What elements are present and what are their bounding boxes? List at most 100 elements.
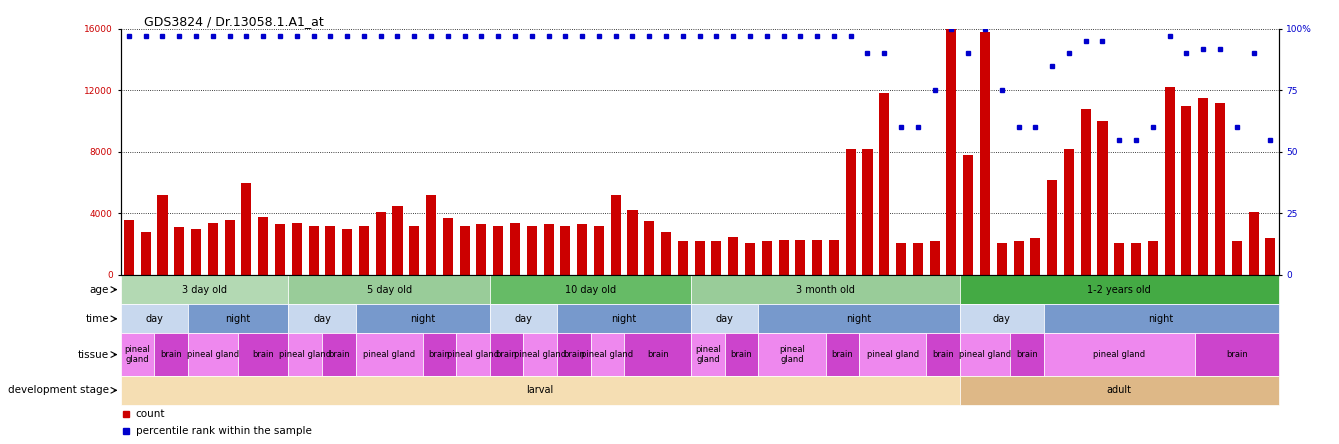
Bar <box>1030 238 1040 275</box>
Text: time: time <box>86 314 108 324</box>
Bar <box>477 224 486 275</box>
Bar <box>410 226 419 275</box>
Bar <box>1098 121 1107 275</box>
Bar <box>595 226 604 275</box>
Bar <box>125 220 134 275</box>
Bar <box>1248 212 1259 275</box>
Bar <box>241 182 252 275</box>
Bar <box>288 333 321 376</box>
Text: day: day <box>716 314 734 324</box>
Bar <box>392 206 403 275</box>
Text: night: night <box>225 314 250 324</box>
Text: night: night <box>612 314 637 324</box>
Text: pineal gland: pineal gland <box>581 350 633 359</box>
Bar <box>913 243 923 275</box>
Bar <box>778 240 789 275</box>
Bar <box>896 243 907 275</box>
Bar <box>1198 98 1208 275</box>
Text: tissue: tissue <box>78 349 108 360</box>
Bar <box>947 29 956 275</box>
Text: GDS3824 / Dr.13058.1.A1_at: GDS3824 / Dr.13058.1.A1_at <box>143 15 324 28</box>
Bar <box>288 304 356 333</box>
Bar <box>187 304 288 333</box>
Bar <box>1214 103 1225 275</box>
Bar <box>661 232 671 275</box>
Bar <box>1194 333 1279 376</box>
Bar <box>187 333 238 376</box>
Bar <box>811 240 822 275</box>
Bar <box>644 221 655 275</box>
Bar <box>191 229 201 275</box>
Bar <box>423 333 457 376</box>
Text: pineal
gland: pineal gland <box>125 345 150 364</box>
Text: brain: brain <box>428 350 450 359</box>
Text: pineal gland: pineal gland <box>1093 350 1145 359</box>
Bar <box>728 237 738 275</box>
Text: day: day <box>313 314 331 324</box>
Bar <box>208 223 218 275</box>
Text: brain: brain <box>647 350 668 359</box>
Bar <box>960 376 1279 405</box>
Bar <box>960 333 1010 376</box>
Bar <box>121 333 154 376</box>
Bar <box>860 333 927 376</box>
Text: adult: adult <box>1107 385 1131 395</box>
Bar <box>996 243 1007 275</box>
Text: brain: brain <box>495 350 517 359</box>
Bar <box>695 241 704 275</box>
Bar <box>443 218 453 275</box>
Bar <box>493 226 503 275</box>
Text: development stage: development stage <box>8 385 108 395</box>
Bar <box>1114 243 1125 275</box>
Bar <box>846 149 856 275</box>
Bar <box>577 224 588 275</box>
Text: 1-2 years old: 1-2 years old <box>1087 285 1152 294</box>
Bar <box>154 333 187 376</box>
Text: pineal gland: pineal gland <box>959 350 1011 359</box>
Bar <box>544 224 553 275</box>
Bar <box>308 226 319 275</box>
Bar <box>1181 106 1192 275</box>
Bar <box>960 275 1279 304</box>
Bar <box>758 333 826 376</box>
Bar <box>1148 241 1158 275</box>
Bar <box>1043 304 1279 333</box>
Bar <box>510 223 520 275</box>
Text: night: night <box>846 314 872 324</box>
Bar <box>880 94 889 275</box>
Text: 5 day old: 5 day old <box>367 285 411 294</box>
Bar <box>557 333 590 376</box>
Bar <box>121 304 187 333</box>
Text: night: night <box>410 314 435 324</box>
Bar <box>376 212 386 275</box>
Bar <box>1065 149 1074 275</box>
Text: pineal gland: pineal gland <box>279 350 331 359</box>
Text: 10 day old: 10 day old <box>565 285 616 294</box>
Bar <box>762 241 771 275</box>
Bar <box>1232 241 1241 275</box>
Bar <box>691 333 724 376</box>
Bar <box>341 229 352 275</box>
Bar <box>526 226 537 275</box>
Bar <box>929 241 940 275</box>
Bar <box>321 333 356 376</box>
Bar <box>490 304 557 333</box>
Text: count: count <box>135 408 165 419</box>
Text: brain: brain <box>252 350 274 359</box>
Text: pineal
gland: pineal gland <box>779 345 805 364</box>
Bar <box>1047 180 1058 275</box>
Bar <box>356 304 490 333</box>
Bar <box>560 226 570 275</box>
Bar <box>724 333 758 376</box>
Bar <box>292 223 301 275</box>
Text: percentile rank within the sample: percentile rank within the sample <box>135 426 312 436</box>
Text: 3 day old: 3 day old <box>182 285 226 294</box>
Bar <box>1081 109 1091 275</box>
Bar <box>829 240 840 275</box>
Bar <box>457 333 490 376</box>
Text: pineal gland: pineal gland <box>514 350 566 359</box>
Bar <box>691 304 758 333</box>
Bar <box>927 333 960 376</box>
Text: pineal gland: pineal gland <box>363 350 415 359</box>
Text: brain: brain <box>731 350 753 359</box>
